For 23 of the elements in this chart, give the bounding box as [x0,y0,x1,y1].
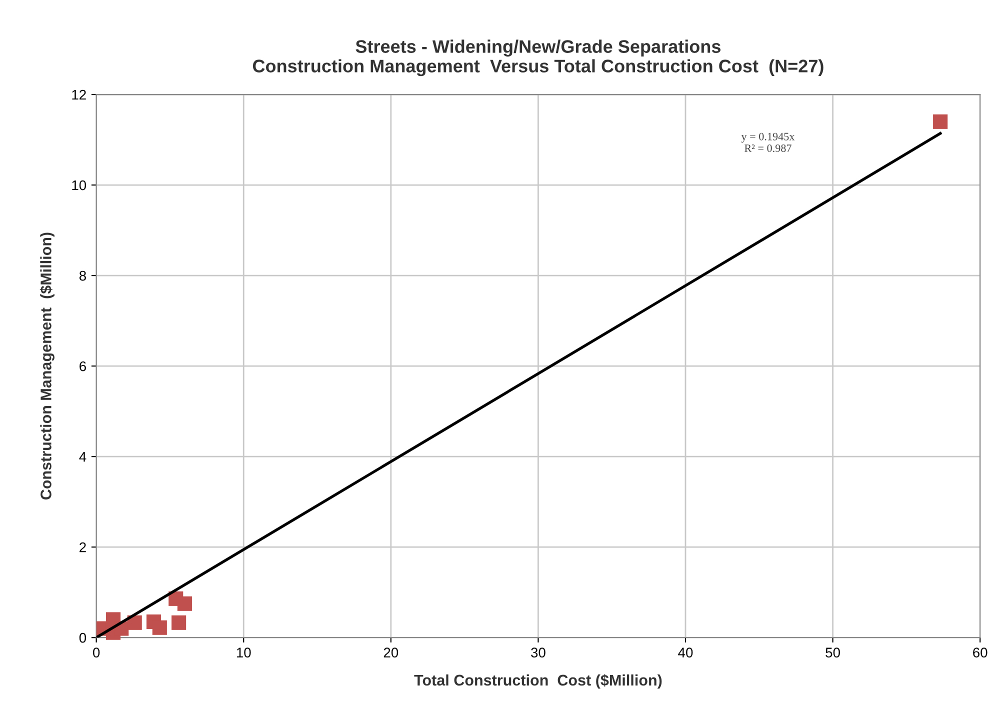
point [152,620,167,635]
y-tick-label: 0 [79,632,86,643]
y-tick-label: 10 [72,180,86,190]
x-tick-label: 10 [236,648,251,658]
x-tick-label: 30 [531,648,546,658]
y-tick-label: 6 [80,361,86,372]
point [172,615,186,630]
chart-title: Streets - Widening/New/Grade Separations Construction Management Versus Total Construction Cost (N=27) [252,40,824,76]
point [177,596,192,611]
y-axis-title: Construction Management ($Million) [40,232,54,500]
y-tick-label: 4 [79,452,86,462]
x-tick-label: 0 [93,648,100,658]
point [933,114,948,129]
x-tick-label: 50 [826,648,840,658]
x-tick-label: 40 [678,648,693,658]
annotation: y = 0.1945x R² = 0.987 [741,132,795,152]
point [127,615,142,630]
x-axis-title: Total Construction Cost ($Million) [414,674,662,689]
y-tick-label: 12 [72,90,86,100]
y-tick-label: 2 [80,542,86,552]
y-tick-label: 8 [79,270,86,281]
x-tick-label: 20 [384,648,398,658]
x-tick-label: 60 [973,648,988,658]
